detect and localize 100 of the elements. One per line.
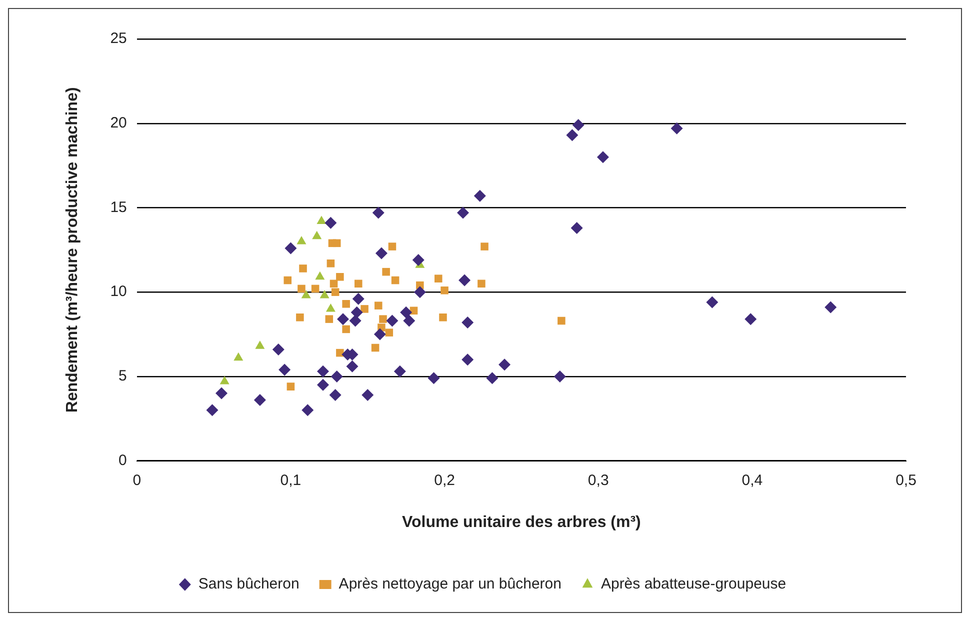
point [434,274,442,282]
point [215,387,228,400]
point [362,389,374,401]
legend-label: Après nettoyage par un bûcheron [338,576,562,593]
point [391,276,400,284]
point [374,328,386,340]
point [352,292,364,305]
y-tick-label: 5 [118,368,127,385]
point [670,122,683,134]
point [350,306,363,318]
point [414,286,426,298]
point [298,284,306,293]
point [558,316,566,325]
point [428,372,440,384]
point [284,276,292,284]
point [379,315,387,323]
point [371,344,380,352]
point [486,372,498,384]
point [480,242,488,250]
point [342,325,350,334]
point [412,254,424,266]
x-tick-label: 0,1 [280,472,302,489]
point [439,314,447,322]
point [220,376,230,384]
point [296,236,306,244]
point [302,404,314,416]
point [744,313,757,326]
point [272,343,284,356]
point [317,365,330,378]
point [374,302,382,310]
point [337,313,350,326]
point [440,286,448,294]
point [354,280,362,288]
point [572,119,584,132]
point [346,360,358,372]
point [349,314,362,327]
legend-label: Sans bûcheron [198,576,300,593]
y-tick-label: 10 [110,283,127,300]
point [326,303,336,312]
y-axis-title: Rendement (m³/heure productive machine) [64,87,82,413]
point [498,358,511,371]
x-axis-title: Volume unitaire des arbres (m³) [402,514,641,531]
point [824,301,837,314]
point [706,296,718,308]
point [296,314,304,322]
point [336,273,344,281]
point [570,222,583,234]
point [316,216,326,224]
x-tick-label: 0,3 [588,472,609,489]
point [278,364,291,376]
point [403,314,416,327]
point [400,306,412,318]
point [299,264,307,272]
x-tick-label: 0,5 [896,472,916,489]
point [382,268,390,276]
point [254,394,266,406]
point [324,216,337,229]
point [462,354,474,366]
point [478,280,486,288]
point [458,274,471,286]
point [456,206,469,219]
point [301,290,311,298]
point [331,288,340,296]
point [566,129,578,142]
point [386,314,398,327]
point [596,151,609,164]
point [372,206,384,219]
point [394,365,406,378]
point [255,340,265,349]
point [234,352,244,361]
point [286,382,295,390]
point [330,280,338,288]
point [360,305,368,313]
point [311,284,320,293]
point [317,378,330,391]
y-tick-label: 15 [110,198,127,216]
point [375,247,388,260]
point [385,328,394,336]
x-tick-label: 0,2 [434,472,455,489]
x-tick-label: 0,4 [742,472,763,489]
point [284,242,297,254]
point [325,315,334,323]
point [330,370,343,382]
point [206,404,218,416]
point [388,242,396,250]
point [312,230,322,240]
legend-label: Après abatteuse-groupeuse [600,576,786,593]
point [326,260,335,268]
y-tick-label: 25 [110,30,127,48]
y-tick-label: 0 [118,452,127,469]
point [336,348,344,357]
point [315,271,325,280]
point [332,239,341,248]
point [320,290,330,298]
point [462,316,474,328]
point [554,370,566,382]
x-tick-label: 0 [132,472,142,489]
point [474,190,486,202]
point [329,389,342,401]
y-tick-label: 20 [110,114,127,132]
